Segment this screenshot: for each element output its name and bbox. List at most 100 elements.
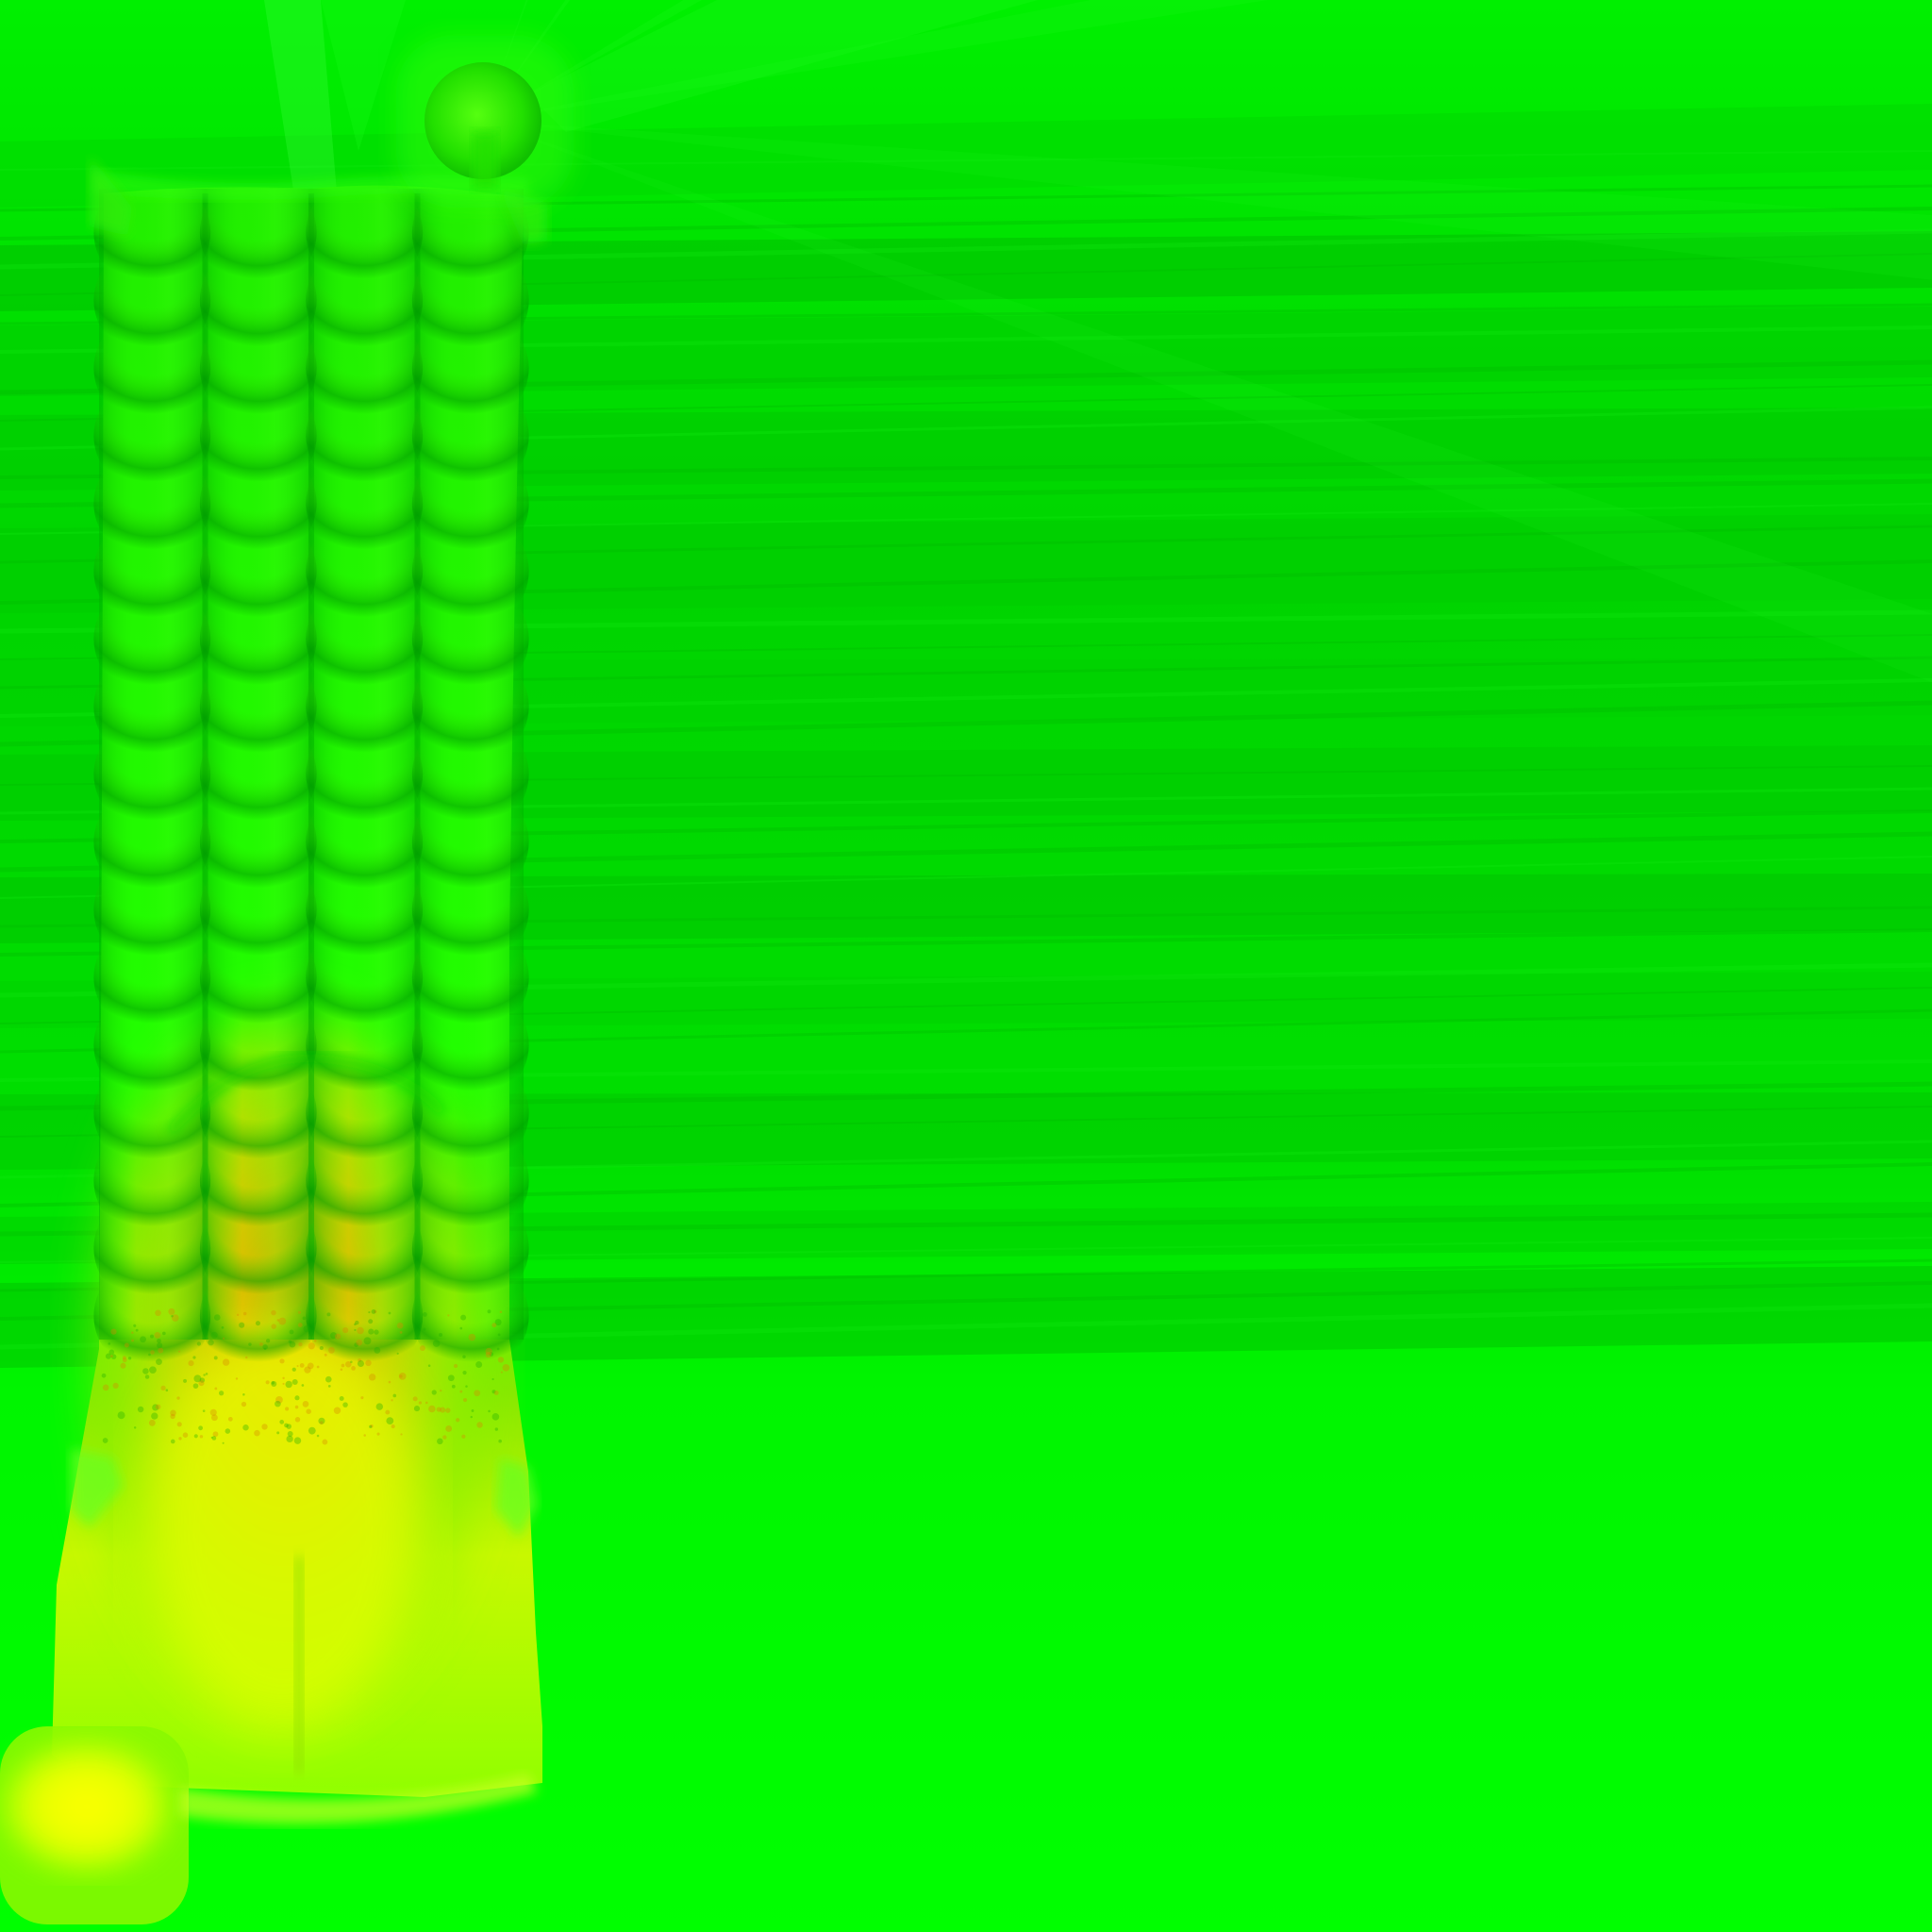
speckle-dot [135,1328,139,1332]
speckle-dot [340,1368,343,1372]
speckle-dot [192,1383,199,1390]
column [52,175,542,1798]
speckle-dot [262,1344,268,1350]
arch-edge [166,1053,447,1136]
speckle-dot [276,1319,280,1322]
speckle-dot [289,1341,296,1348]
speckle-dot [327,1385,331,1388]
speckle-dot [170,1439,175,1444]
speckle-dot [286,1424,291,1429]
speckle-dot [351,1366,356,1371]
speckle-dot [182,1432,189,1438]
speckle-dot [316,1434,320,1438]
speckle-dot [374,1347,381,1354]
speckle-dot [465,1385,468,1388]
speckle-dot [282,1382,285,1385]
light-ray [321,0,406,151]
speckle-dot [278,1317,287,1325]
speckle-dot [140,1336,146,1343]
speckle-dot [485,1352,491,1358]
speckle-dot [150,1350,155,1355]
speckle-dot [459,1326,463,1330]
speckle-dot [302,1316,307,1321]
speckle-dot [176,1396,180,1400]
speckle-dot [368,1311,371,1314]
speckle-dot [202,1409,206,1412]
speckle-dot [388,1311,391,1315]
speckle-dot [298,1341,303,1347]
speckle-dot [398,1373,407,1380]
speckle-dot [142,1368,149,1374]
speckle-dot [157,1338,161,1343]
speckle-dot [375,1403,384,1410]
speckle-dot [156,1358,162,1366]
speckle-dot [306,1408,311,1414]
speckle-dot [391,1399,393,1402]
speckle-dot [374,1309,377,1314]
speckle-dot [313,1339,317,1342]
scale-cell [306,1257,424,1374]
speckle-dot [210,1414,218,1422]
speckle-dot [368,1328,375,1335]
speckle-dot [354,1323,357,1326]
speckle-dot [192,1356,196,1359]
speckle-dot [491,1323,497,1328]
speckle-dot [308,1426,316,1435]
speckle-dot [225,1428,231,1434]
speckle-dot [291,1378,298,1386]
speckle-dot [209,1408,217,1416]
glowing-foot-band [179,1774,538,1824]
speckle-dot [354,1342,358,1347]
speckle-dot [453,1363,458,1369]
speckle-dot [497,1357,505,1363]
speckle-dot [196,1341,201,1346]
ornament-top-left [90,156,132,236]
speckle-dot [475,1361,483,1368]
speckle-dot [285,1380,292,1389]
speckle-dot [286,1435,293,1443]
speckle-dot [122,1356,126,1360]
speckle-dot [155,1404,161,1410]
speckle-dot [327,1346,335,1354]
speckle-dot [294,1417,301,1423]
speckle-dot [199,1435,204,1439]
ball-finial-orb [425,62,541,179]
speckle-dot [474,1390,481,1397]
speckle-dot [154,1331,161,1339]
speckle-dot [162,1331,166,1336]
speckle-dot [502,1363,510,1372]
speckle-dot [193,1434,198,1439]
speckle-dot [342,1402,348,1407]
speckle-dot [326,1312,331,1317]
speckle-dot [211,1436,217,1441]
speckle-dot [330,1332,338,1340]
speckle-dot [122,1357,127,1363]
speckle-dot [279,1420,285,1424]
speckle-dot [241,1401,247,1407]
speckle-dot [432,1340,441,1347]
speckle-dot [369,1424,373,1429]
glowing-foot [0,1726,538,1924]
speckle-dot [248,1342,252,1346]
speckle-dot [308,1342,315,1350]
speckle-dot [242,1311,247,1316]
speckle-dot [265,1339,271,1343]
speckle-dot [341,1363,345,1368]
speckle-dot [102,1438,108,1443]
speckle-dot [284,1423,289,1428]
speckle-dot [438,1332,443,1338]
speckle-dot [360,1396,364,1400]
speckle-dot [419,1345,425,1352]
speckle-dot [158,1347,164,1354]
speckle-dot [385,1409,391,1415]
speckle-dot [148,1353,151,1357]
speckle-dot [485,1347,492,1356]
speckle-dot [101,1373,107,1378]
light-ray [483,121,1932,280]
speckle-dot [271,1309,276,1316]
speckle-dot [494,1427,498,1431]
speckle-dot [354,1328,357,1332]
speckle-dot [227,1416,233,1422]
speckle-dot [299,1362,305,1368]
speckle-dot [462,1371,467,1375]
